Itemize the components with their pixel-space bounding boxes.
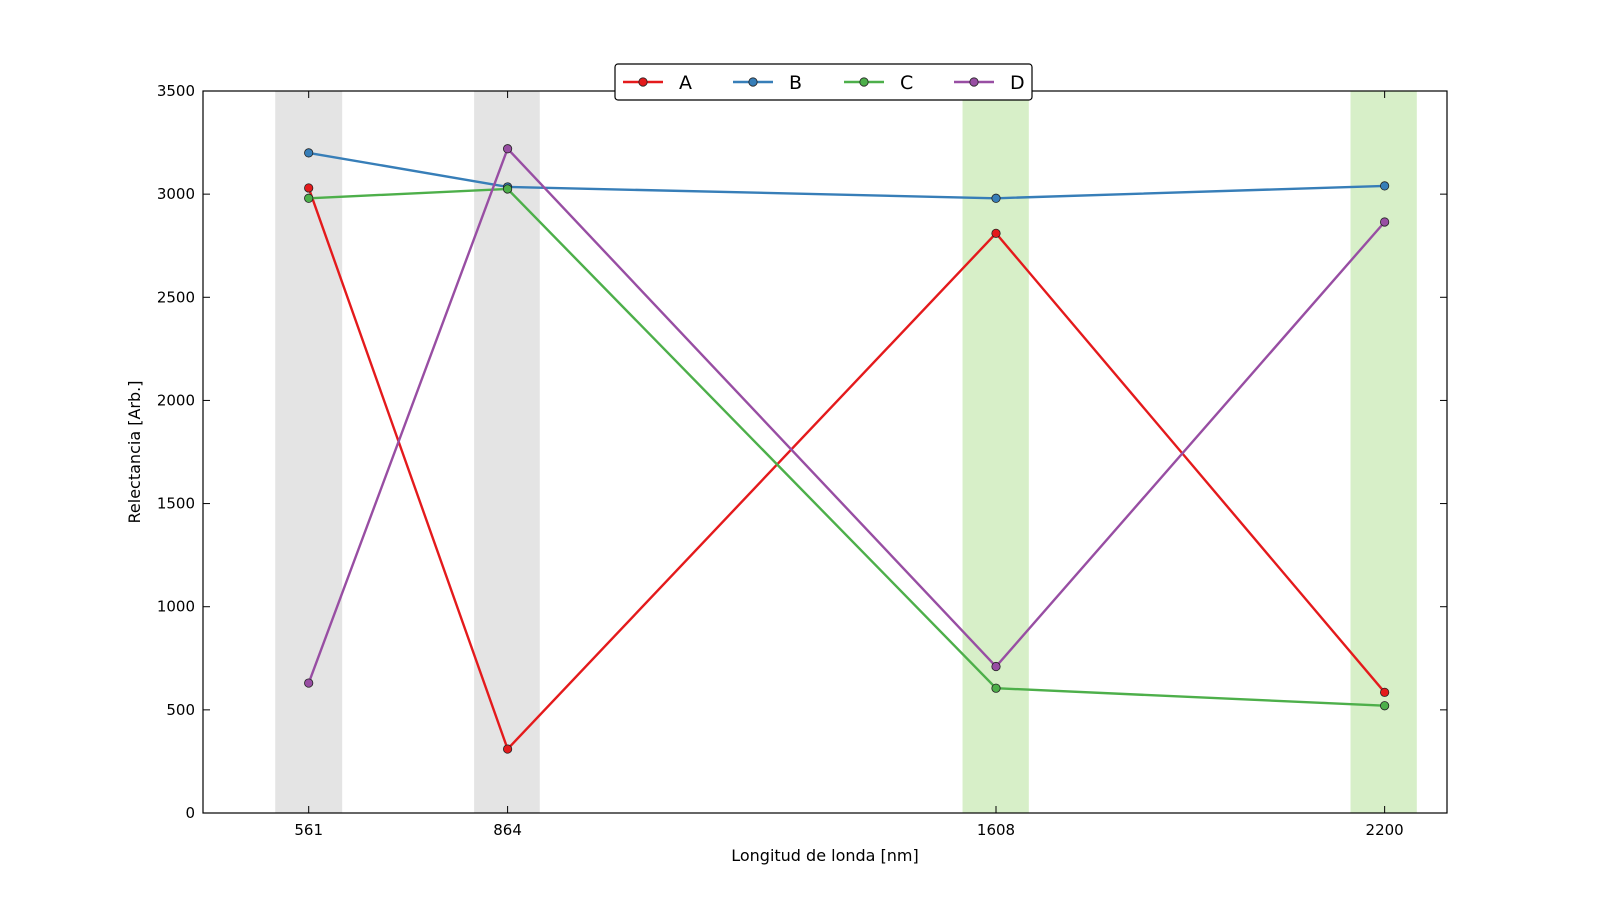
legend-item-D: D — [954, 72, 1025, 94]
y-tick-label: 3000 — [157, 185, 195, 203]
y-tick-label: 1500 — [157, 495, 195, 513]
data-point — [1380, 217, 1390, 227]
legend-label: A — [679, 72, 692, 94]
highlight-bands — [275, 91, 1417, 813]
series-line — [307, 146, 1386, 684]
data-point — [502, 184, 513, 194]
axis-ticks: 561 864 1608 2200 0 500 1000 1500 2000 2500 3000 35… — [157, 82, 1447, 839]
y-tick-label: 2500 — [157, 288, 195, 306]
y-tick-label: 3500 — [157, 82, 195, 100]
legend-label: B — [789, 72, 802, 94]
data-point — [1380, 687, 1390, 697]
y-tick-label: 2000 — [157, 391, 195, 409]
series-A — [304, 183, 1390, 754]
data-point — [304, 183, 314, 193]
data-point — [304, 148, 314, 158]
legend-marker — [748, 77, 758, 87]
legend-marker — [969, 77, 979, 87]
data-point — [1380, 701, 1390, 711]
series-line — [308, 187, 1385, 707]
legend-item-A: A — [623, 72, 692, 94]
legend-label: D — [1010, 72, 1025, 94]
legend-item-B: B — [733, 72, 802, 94]
data-point — [991, 193, 1001, 203]
data-point — [502, 144, 513, 154]
data-point — [1380, 181, 1390, 191]
plot-frame — [202, 90, 1448, 814]
y-tick-label: 500 — [166, 701, 195, 719]
y-tick-label: 0 — [185, 804, 195, 822]
highlight-band — [474, 91, 540, 813]
data-point — [304, 193, 314, 203]
data-point — [502, 744, 513, 754]
x-tick-label: 2200 — [1366, 821, 1404, 839]
series-lines — [304, 144, 1390, 754]
legend: A B C D — [614, 63, 1033, 101]
x-tick-label: 864 — [493, 821, 522, 839]
data-point — [991, 683, 1001, 693]
legend-item-C: C — [844, 72, 913, 94]
series-C — [304, 184, 1390, 711]
legend-box — [614, 63, 1033, 101]
x-axis-label: Longitud de londa [nm] — [731, 846, 919, 865]
data-point — [304, 678, 314, 688]
highlight-band — [275, 91, 343, 813]
legend-label: C — [900, 72, 913, 94]
y-axis-label: Relectancia [Arb.] — [125, 381, 144, 524]
x-tick-label: 1608 — [977, 821, 1015, 839]
x-tick-label: 561 — [294, 821, 323, 839]
series-line — [308, 151, 1385, 200]
y-tick-label: 1000 — [157, 598, 195, 616]
data-point — [991, 228, 1001, 238]
series-line — [307, 187, 1386, 752]
data-point — [991, 661, 1001, 672]
series-B — [304, 148, 1390, 203]
legend-marker — [859, 77, 869, 87]
legend-marker — [638, 77, 648, 87]
series-D — [304, 144, 1390, 688]
